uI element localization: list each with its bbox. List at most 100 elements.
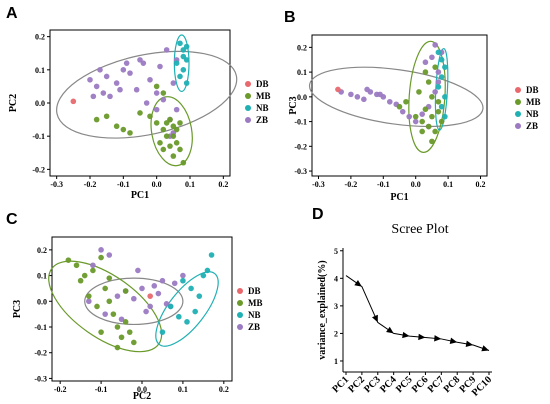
- data-point-zb: [135, 267, 141, 274]
- data-point-mb: [177, 120, 183, 126]
- data-point-zb: [163, 47, 170, 53]
- data-point-mb: [429, 113, 435, 120]
- y-tick-label: -0.2: [34, 349, 47, 358]
- data-point-mb: [118, 334, 125, 341]
- x-axis-label: PC2: [133, 391, 151, 402]
- data-point-mb: [435, 108, 442, 115]
- data-point-nb: [177, 73, 183, 80]
- data-point-mb: [160, 90, 167, 96]
- legend-marker-nb: [245, 105, 251, 111]
- data-point-mb: [93, 116, 100, 123]
- data-point-db: [147, 293, 153, 299]
- legend-marker-mb: [515, 99, 521, 105]
- data-point-zb: [98, 247, 104, 253]
- data-point-zb: [163, 301, 170, 307]
- legend-marker-mb: [237, 300, 243, 306]
- data-point-nb: [196, 293, 203, 299]
- data-point-zb: [399, 108, 406, 115]
- data-point-mb: [122, 288, 129, 294]
- data-point-zb: [133, 86, 140, 93]
- data-point-mb: [429, 138, 435, 145]
- scree-point-marker: [354, 279, 362, 287]
- data-point-zb: [354, 94, 361, 100]
- data-point-nb: [180, 67, 187, 73]
- data-point-zb: [406, 113, 413, 120]
- data-point-mb: [435, 98, 442, 105]
- scatter-panel-c: -0.2 -0.1 0.0 0.1 0.2 -0.3 -0.2 -0.1 0.0 0.1 0.2 PC…: [12, 236, 263, 402]
- data-point-mb: [114, 324, 121, 330]
- data-point-zb: [143, 100, 150, 106]
- data-point-mb: [160, 126, 167, 133]
- data-point-zb: [412, 118, 419, 125]
- data-point-zb: [93, 83, 100, 90]
- plot-frame: [49, 29, 231, 177]
- data-point-mb: [65, 257, 72, 263]
- data-point-nb: [200, 272, 207, 279]
- y-tick-label: 0.1: [35, 66, 45, 75]
- data-point-mb: [422, 106, 429, 113]
- data-point-zb: [386, 98, 393, 105]
- data-point-nb: [442, 113, 448, 120]
- data-point-mb: [106, 298, 113, 305]
- legend-marker-mb: [245, 93, 251, 99]
- data-point-zb: [419, 111, 425, 117]
- data-point-nb: [176, 313, 182, 320]
- data-point-mb: [86, 293, 92, 299]
- x-tick-label: 0.0: [137, 385, 147, 394]
- legend-marker-db: [245, 81, 251, 87]
- data-point-mb: [102, 285, 108, 292]
- y-tick-label: -0.2: [32, 165, 45, 174]
- plot-frame: [311, 34, 488, 177]
- data-point-mb: [120, 126, 127, 133]
- y-tick-label: 0.1: [297, 68, 307, 77]
- x-tick-label: 0.0: [411, 180, 421, 189]
- legend-label-zb: ZB: [248, 322, 260, 332]
- data-point-mb: [432, 64, 438, 70]
- x-tick-label: -0.1: [95, 385, 108, 394]
- data-point-nb: [208, 252, 215, 258]
- y-tick-label: 0.0: [297, 93, 307, 102]
- data-point-zb: [151, 283, 158, 289]
- scree-point-marker: [372, 314, 378, 323]
- data-point-mb: [106, 275, 113, 281]
- x-tick-label: 0.2: [219, 385, 229, 394]
- scatter-panel-b: -0.3 -0.2 -0.1 0.0 0.1 0.2 -0.3 -0.2 -0.1 0.0 0.1 0…: [288, 34, 541, 203]
- data-point-mb: [126, 329, 133, 335]
- data-point-zb: [170, 80, 177, 86]
- legend-label-mb: MB: [526, 97, 541, 107]
- legend-label-nb: NB: [248, 310, 261, 320]
- data-point-nb: [184, 319, 190, 325]
- panel-label-a: A: [6, 5, 18, 22]
- data-point-mb: [425, 79, 432, 85]
- data-point-zb: [432, 89, 438, 95]
- legend-label-db: DB: [256, 79, 269, 89]
- confidence-ellipse-nb: [155, 271, 219, 347]
- x-tick-label: -0.3: [312, 180, 325, 189]
- data-point-mb: [114, 344, 121, 351]
- data-point-mb: [412, 113, 419, 120]
- data-point-nb: [442, 64, 448, 70]
- data-point-mb: [167, 116, 173, 123]
- data-point-zb: [118, 316, 125, 323]
- legend-marker-zb: [245, 117, 251, 123]
- legend-marker-db: [237, 288, 243, 294]
- legend-marker-db: [515, 87, 521, 93]
- data-point-zb: [131, 295, 137, 302]
- data-point-mb: [98, 254, 104, 261]
- scree-title: Scree Plot: [391, 222, 448, 237]
- data-point-mb: [131, 339, 137, 346]
- x-tick-label: -0.3: [50, 180, 63, 189]
- data-point-zb: [153, 90, 160, 96]
- data-point-zb: [103, 73, 110, 80]
- scatter-panel-a: -0.3 -0.2 -0.1 0.0 0.1 0.2 -0.2 -0.1 0.0 0.1 0.2 PC…: [8, 29, 271, 201]
- data-point-zb: [97, 67, 103, 73]
- x-tick-label: 0.1: [178, 385, 188, 394]
- data-point-mb: [81, 272, 88, 279]
- data-point-zb: [432, 42, 438, 48]
- data-point-mb: [422, 69, 429, 75]
- scree-panel-d: Scree Plot 12345PC1PC2PC3PC4PC5PC6PC7PC8…: [317, 222, 494, 399]
- data-point-zb: [147, 303, 153, 310]
- legend-marker-nb: [515, 111, 521, 117]
- legend-label-mb: MB: [256, 91, 271, 101]
- data-point-mb: [419, 128, 425, 135]
